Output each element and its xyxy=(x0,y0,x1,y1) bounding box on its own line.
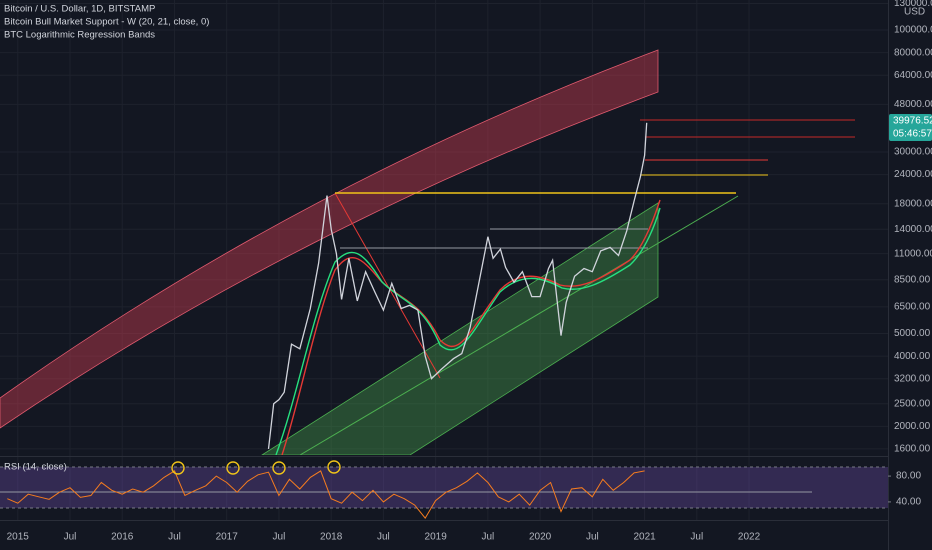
y-tick-label: 1600.00 xyxy=(894,444,931,455)
grid xyxy=(0,0,888,520)
highlight xyxy=(171,461,185,475)
y-tick-label: 2000.00 xyxy=(894,421,931,432)
x-tick-label: Jul xyxy=(168,532,181,543)
y-tick-label: 30000.00 xyxy=(894,147,932,158)
y-tick-label: 40.00 xyxy=(896,497,921,508)
x-tick-label: 2022 xyxy=(738,532,761,543)
indicator-label: Bitcoin Bull Market Support - W (20, 21,… xyxy=(4,17,209,28)
regression-band-lower xyxy=(261,202,659,455)
x-tick-label: 2021 xyxy=(633,532,656,543)
data-line xyxy=(7,470,645,519)
highlight xyxy=(272,461,286,475)
last-price: 39976.52 xyxy=(893,116,932,127)
x-tick-label: 2019 xyxy=(425,532,448,543)
x-tick-label: Jul xyxy=(690,532,703,543)
regression-line xyxy=(299,195,739,455)
main-pane xyxy=(0,49,855,455)
y-tick-label: 8500.00 xyxy=(894,274,931,285)
bull-support-sma xyxy=(281,199,661,455)
rsi-line-group xyxy=(7,470,645,519)
y-tick-label: 3200.00 xyxy=(894,373,931,384)
x-tick-label: Jul xyxy=(481,532,494,543)
y-tick-label: 48000.00 xyxy=(894,99,932,110)
rsi-title: RSI (14, close) xyxy=(4,462,67,473)
x-tick-label: Jul xyxy=(586,532,599,543)
y-tick-label: 11000.00 xyxy=(894,248,932,259)
y-tick-label: 5000.00 xyxy=(894,328,931,339)
rsi-band xyxy=(0,467,888,508)
price-pane xyxy=(267,122,648,449)
y-tick-label: 4000.00 xyxy=(894,351,931,362)
currency: USD xyxy=(904,7,925,18)
highlight xyxy=(327,460,341,474)
regression-band-upper xyxy=(0,49,659,429)
price-label-box xyxy=(889,114,932,141)
y-tick-label: 64000.00 xyxy=(894,70,932,81)
y-tick-label: 14000.00 xyxy=(894,224,932,235)
y-tick-label: 80000.00 xyxy=(894,47,932,58)
x-tick-label: 2015 xyxy=(7,532,30,543)
x-tick-label: 2017 xyxy=(216,532,239,543)
trend-line xyxy=(334,192,441,379)
x-tick-label: 2020 xyxy=(529,532,552,543)
countdown: 05:46:57 xyxy=(893,129,932,140)
highlight xyxy=(226,461,240,475)
x-tick-label: Jul xyxy=(377,532,390,543)
x-tick-label: Jul xyxy=(273,532,286,543)
indicator-label: BTC Logarithmic Regression Bands xyxy=(4,30,155,41)
rsi-pane xyxy=(0,460,888,519)
y-tick-label: 2500.00 xyxy=(894,398,931,409)
x-tick-label: Jul xyxy=(64,532,77,543)
y-tick-label: 6500.00 xyxy=(894,302,931,313)
y-tick-label: 80.00 xyxy=(896,471,921,482)
x-tick-label: 2018 xyxy=(320,532,343,543)
y-tick-label: 100000.00 xyxy=(894,25,932,36)
chart-title: Bitcoin / U.S. Dollar, 1D, BITSTAMP xyxy=(4,4,155,15)
bull-support-ema xyxy=(275,207,661,455)
y-tick-label: 130000.00 xyxy=(894,0,932,9)
y-tick-label: 18000.00 xyxy=(894,198,932,209)
y-tick-label: 24000.00 xyxy=(894,169,932,180)
x-tick-label: 2016 xyxy=(111,532,134,543)
data-line xyxy=(267,122,648,449)
